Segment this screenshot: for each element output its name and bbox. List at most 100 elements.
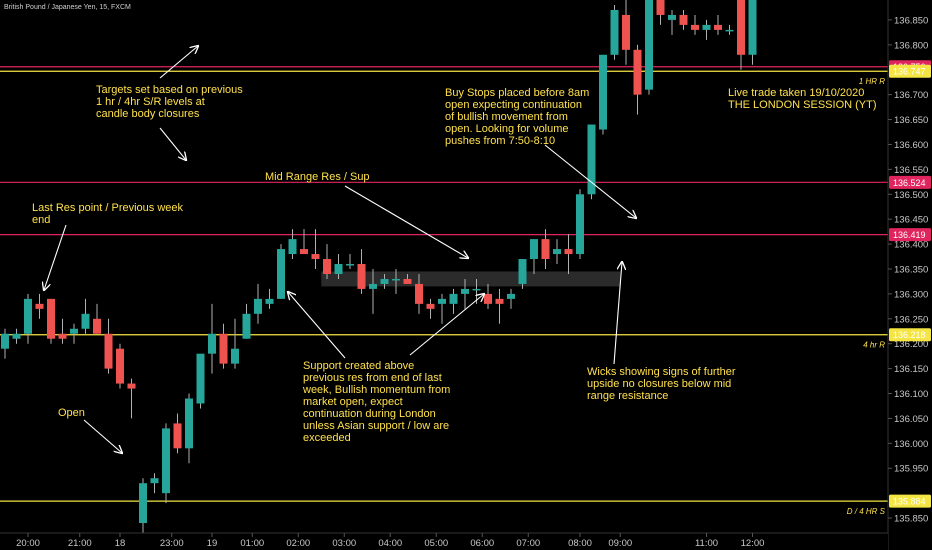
candle-9 <box>104 318 113 374</box>
candle-body <box>599 54 607 130</box>
candle-63 <box>725 24 734 35</box>
annotation-mid-range: Mid Range Res / Sup <box>265 171 370 183</box>
arrow-support-1 <box>288 292 346 359</box>
candle-body <box>219 333 228 364</box>
price-axis-background <box>888 0 932 550</box>
candle-20 <box>231 318 239 369</box>
candle-56 <box>645 0 653 95</box>
annotation-open: Open <box>58 407 85 419</box>
candle-35 <box>403 273 412 284</box>
candle-27 <box>311 229 320 269</box>
candle-5 <box>58 318 67 344</box>
annotation-line: candle body closures <box>96 108 200 120</box>
candle-62 <box>714 14 722 35</box>
annotation-line: exceeded <box>303 432 351 444</box>
candle-body <box>277 249 285 299</box>
annotation-wicks: Wicks showing signs of further upside no … <box>587 366 736 402</box>
time-axis-background <box>0 533 888 550</box>
candle-58 <box>668 9 676 35</box>
price-tick-label: 136.150 <box>894 364 928 375</box>
candle-8 <box>93 303 101 334</box>
time-tick-label: 07:00 <box>516 538 540 549</box>
candle-body <box>70 328 78 334</box>
time-tick-label: 19 <box>207 538 218 549</box>
candle-body <box>748 0 757 55</box>
candle-body <box>139 483 147 524</box>
price-label-badge <box>889 228 931 242</box>
candle-body <box>610 9 619 55</box>
price-label-1[interactable]: 136.747 <box>889 64 931 78</box>
time-tick-label: 11:00 <box>695 538 718 549</box>
annotation-line: Buy Stops placed before 8am <box>445 87 589 99</box>
candle-14 <box>162 423 170 504</box>
candle-body <box>484 293 492 304</box>
candle-body <box>35 303 44 309</box>
price-tick-label: 136.300 <box>894 289 928 300</box>
price-label-2[interactable]: 136.524 <box>889 175 931 189</box>
candle-body <box>173 423 182 449</box>
annotation-last-res: Last Res point / Previous week end <box>32 202 184 226</box>
candle-33 <box>380 273 389 289</box>
price-tick-label: 136.350 <box>894 264 928 275</box>
candle-body <box>288 239 297 255</box>
annotation-line: Support created above <box>303 360 414 372</box>
candle-body <box>357 264 366 289</box>
annotation-line: range resistance <box>587 390 668 402</box>
candle-body <box>737 0 745 55</box>
price-label-text: 136.419 <box>893 230 926 240</box>
annotation-line: of bullish movement from <box>445 111 568 123</box>
candle-body <box>415 283 423 304</box>
candle-6 <box>70 323 78 344</box>
candle-0 <box>1 328 9 359</box>
candle-52 <box>599 54 607 135</box>
level-side-tag: 1 HR R <box>859 77 885 86</box>
candle-22 <box>254 283 262 324</box>
annotation-line: Mid Range Res / Sup <box>265 171 370 183</box>
price-label-badge <box>889 328 931 342</box>
candle-body <box>380 278 389 284</box>
annotation-line: Targets set based on previous <box>96 84 243 96</box>
price-tick-label: 136.850 <box>894 15 928 26</box>
annotation-line: Open <box>58 407 85 419</box>
price-tick-label: 136.200 <box>894 339 928 350</box>
candle-body <box>691 24 699 30</box>
price-axis[interactable]: 135.850 135.950 136.000 136.050 136.100 136.1… <box>887 0 932 550</box>
candle-51 <box>587 124 596 200</box>
price-label-5[interactable]: 135.884 <box>889 494 931 508</box>
candle-26 <box>300 229 308 255</box>
price-label-4[interactable]: 136.218 <box>889 328 931 342</box>
price-label-text: 135.884 <box>893 497 926 507</box>
candle-body <box>656 0 665 15</box>
candle-64 <box>737 0 745 70</box>
time-tick-label: 03:00 <box>332 538 356 549</box>
candle-body <box>461 288 469 294</box>
candle-32 <box>369 268 377 314</box>
candle-47 <box>541 229 550 269</box>
price-tick-label: 136.600 <box>894 140 928 151</box>
price-tick-label: 136.050 <box>894 414 928 425</box>
candle-25 <box>288 229 297 260</box>
time-axis[interactable]: 20:00 21:00 18 23:00 19 01:00 02:00 03:00 04:00 0… <box>0 532 888 550</box>
symbol-title: British Pound / Japanese Yen, 15, FXCM <box>4 4 131 11</box>
candle-34 <box>392 268 400 294</box>
time-tick-label: 18 <box>115 538 126 549</box>
candle-57 <box>656 0 665 25</box>
mid-range-box <box>321 271 621 287</box>
price-label-badge <box>889 175 931 189</box>
price-tick-label: 136.550 <box>894 165 928 176</box>
candle-body <box>162 428 170 494</box>
candle-24 <box>277 244 285 299</box>
annotation-line: Live trade taken 19/10/2020 <box>728 87 864 99</box>
price-tick-label: 135.850 <box>894 514 928 525</box>
price-label-text: 136.218 <box>893 330 926 340</box>
candle-body <box>254 298 262 314</box>
price-tick-label: 136.250 <box>894 314 928 325</box>
candle-21 <box>242 303 251 339</box>
price-label-3[interactable]: 136.419 <box>889 228 931 242</box>
candle-body <box>725 29 734 32</box>
candle-body <box>323 259 331 274</box>
price-tick-label: 136.650 <box>894 115 928 126</box>
annotation-buy-stops: Buy Stops placed before 8am open expectin… <box>445 87 589 147</box>
time-tick-label: 21:00 <box>68 538 92 549</box>
